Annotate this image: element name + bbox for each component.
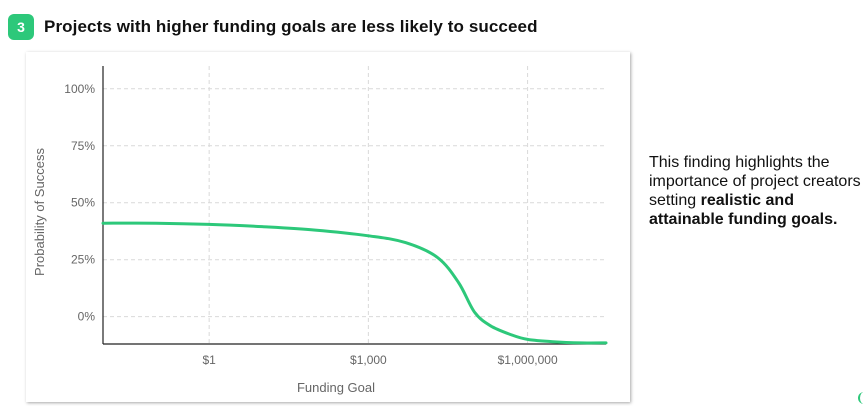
side-note: This finding highlights the importance o…: [649, 153, 861, 229]
tick-label-layer: 0% 25% 50% 75% 100% $1 $1,000 $1,000,000: [64, 82, 558, 367]
step-number-badge: 3: [8, 14, 34, 40]
x-tick-label: $1,000: [350, 353, 387, 367]
chart-card: 0% 25% 50% 75% 100% $1 $1,000 $1,000,000 Fundin…: [26, 52, 630, 402]
decorative-accent: [858, 392, 863, 404]
x-axis-label: Funding Goal: [297, 380, 375, 395]
axis-layer: [102, 66, 606, 345]
y-tick-label: 75%: [71, 139, 95, 153]
side-note-emphasis: realistic and attainable funding goals.: [649, 192, 838, 228]
y-tick-label: 0%: [78, 310, 96, 324]
grid-layer: [103, 66, 606, 344]
x-tick-label: $1,000,000: [498, 353, 558, 367]
y-axis-label: Probability of Success: [32, 148, 47, 276]
x-tick-label: $1: [202, 353, 216, 367]
chart-title: Projects with higher funding goals are l…: [44, 17, 538, 36]
header: 3 Projects with higher funding goals are…: [8, 14, 538, 40]
y-tick-label: 100%: [64, 82, 95, 96]
series-line: [101, 221, 608, 345]
series-layer: [101, 221, 608, 345]
line-chart: 0% 25% 50% 75% 100% $1 $1,000 $1,000,000 Fundin…: [32, 66, 608, 395]
y-tick-label: 50%: [71, 196, 95, 210]
side-note-text: This finding highlights the importance o…: [649, 154, 861, 209]
y-tick-label: 25%: [71, 253, 95, 267]
